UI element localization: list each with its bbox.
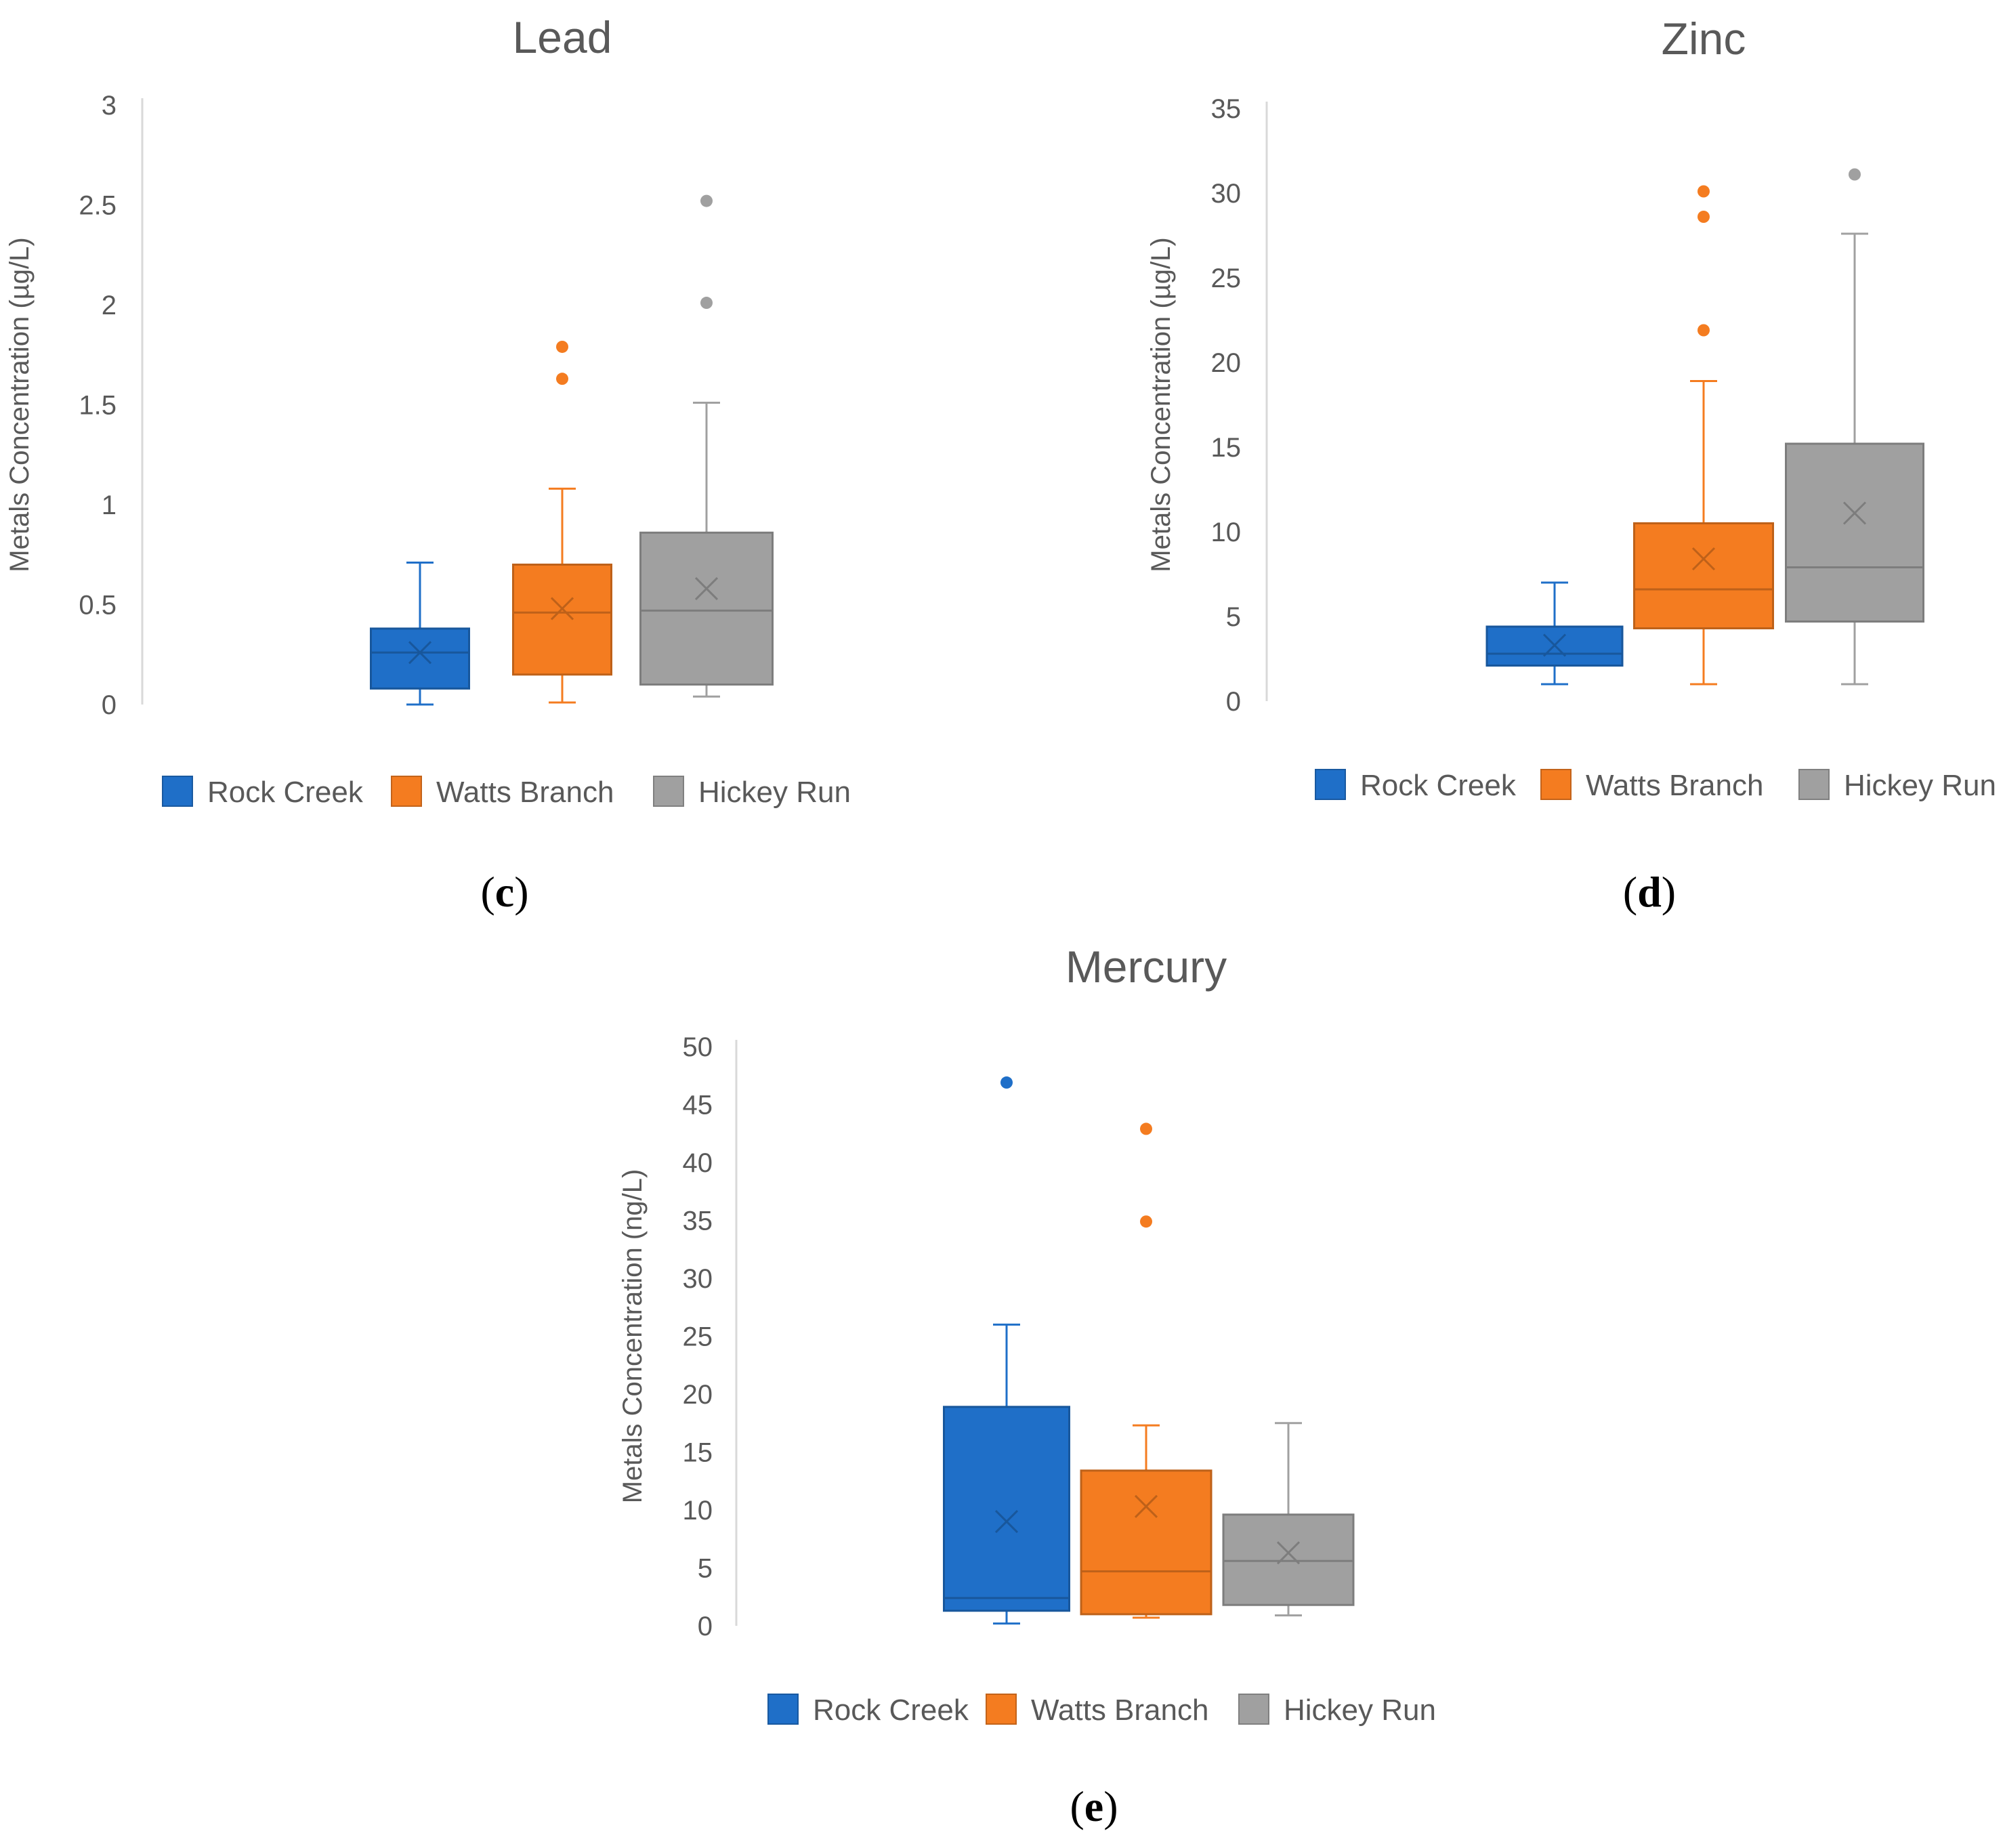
lead-box-rock-creek: [370, 562, 470, 706]
iqr-box: [1080, 1469, 1213, 1616]
zinc-box-watts-branch: [1633, 185, 1774, 686]
mercury-legend-swatch: [986, 1694, 1017, 1725]
mean-marker: [408, 641, 432, 665]
mercury-box-hickey-run: [1222, 1422, 1355, 1617]
mercury-legend-label: Hickey Run: [1284, 1694, 1436, 1727]
zinc-ytick-label: 30: [1211, 179, 1242, 209]
mercury-ytick-label: 20: [683, 1380, 713, 1410]
mercury-legend-label: Rock Creek: [813, 1694, 969, 1727]
panel-label-d-letter: d: [1637, 868, 1662, 916]
iqr-box: [1785, 442, 1924, 623]
lead-ylabel: Metals Concentration (µg/L): [5, 237, 35, 572]
zinc-legend-label: Rock Creek: [1360, 769, 1517, 802]
iqr-box: [639, 531, 774, 686]
zinc-ytick-label: 10: [1211, 518, 1242, 547]
mean-marker: [1134, 1494, 1158, 1518]
zinc-ytick-label: 20: [1211, 348, 1242, 378]
mercury-ytick-label: 45: [683, 1091, 713, 1120]
outlier-point: [700, 297, 713, 310]
lead-box-watts-branch: [512, 340, 612, 704]
panel-label-e: (e): [1070, 1782, 1118, 1830]
iqr-box: [512, 564, 612, 676]
outlier-point: [1849, 168, 1861, 181]
mercury-title: Mercury: [1066, 942, 1227, 992]
mean-marker: [1691, 547, 1716, 571]
lead-ytick-label: 1.5: [79, 391, 117, 421]
zinc-legend-swatch: [1540, 769, 1572, 800]
zinc-ytick-label: 5: [1226, 602, 1241, 632]
panel-label-e-letter: e: [1084, 1782, 1104, 1830]
mercury-ytick-label: 50: [683, 1032, 713, 1062]
mercury-ylabel: Metals Concentration (ng/L): [618, 1169, 648, 1504]
zinc-ytick-label: 0: [1226, 687, 1241, 717]
outlier-point: [1698, 211, 1710, 223]
lead-ytick-label: 2: [102, 291, 117, 320]
zinc-legend-label: Hickey Run: [1844, 769, 1996, 802]
iqr-box: [1222, 1513, 1355, 1606]
lead-ytick-label: 2.5: [79, 191, 117, 221]
outlier-point: [556, 340, 568, 353]
panel-label-c: (c): [480, 868, 529, 916]
zinc-legend-label: Watts Branch: [1586, 769, 1763, 802]
chart-mercury: Mercury 0 5 10 15 20 25 30 35 40 45 50 Metals Concen…: [618, 942, 1436, 1727]
iqr-box: [943, 1406, 1070, 1612]
zinc-box-hickey-run: [1785, 168, 1924, 686]
zinc-legend-swatch: [1315, 769, 1346, 800]
lead-legend-label: Hickey Run: [698, 776, 851, 809]
zinc-ylabel: Metals Concentration (µg/L): [1146, 237, 1176, 572]
mean-marker: [1276, 1541, 1301, 1565]
outlier-point: [1140, 1122, 1152, 1135]
lead-ytick-label: 0: [102, 690, 117, 720]
lead-legend-swatch: [653, 776, 684, 807]
mercury-ytick-label: 35: [683, 1206, 713, 1236]
mercury-legend-label: Watts Branch: [1031, 1694, 1208, 1727]
mercury-ytick-label: 40: [683, 1148, 713, 1178]
lead-legend-label: Rock Creek: [207, 776, 364, 809]
zinc-ytick-label: 25: [1211, 264, 1242, 293]
outlier-point: [1000, 1076, 1013, 1089]
mercury-ytick-label: 5: [698, 1554, 713, 1584]
mean-marker: [994, 1510, 1019, 1534]
lead-legend-swatch: [162, 776, 193, 807]
mercury-ytick-label: 30: [683, 1264, 713, 1294]
outlier-point: [700, 194, 713, 207]
mercury-box-watts-branch: [1080, 1122, 1213, 1619]
mercury-ytick-label: 0: [698, 1612, 713, 1641]
zinc-ytick-label: 15: [1211, 433, 1242, 463]
lead-legend-label: Watts Branch: [436, 776, 614, 809]
chart-lead: Lead 0 0.5 1 1.5 2 2.5 3 Metals Concentration (µ…: [5, 12, 851, 809]
panel-label-d: (d): [1622, 868, 1677, 916]
iqr-box: [370, 627, 470, 690]
lead-ytick-label: 1: [102, 490, 117, 520]
mercury-ytick-label: 25: [683, 1322, 713, 1352]
mercury-legend-swatch: [767, 1694, 799, 1725]
lead-legend-swatch: [391, 776, 422, 807]
zinc-ytick-label: 35: [1211, 94, 1242, 124]
lead-box-hickey-run: [639, 194, 774, 698]
outlier-point: [1698, 185, 1710, 198]
mercury-legend-swatch: [1238, 1694, 1269, 1725]
mean-marker: [1542, 633, 1567, 657]
mercury-ytick-label: 10: [683, 1496, 713, 1526]
outlier-point: [1140, 1215, 1152, 1228]
lead-ytick-label: 0.5: [79, 591, 117, 621]
zinc-box-rock-creek: [1485, 581, 1624, 686]
mean-marker: [550, 597, 574, 621]
lead-ytick-label: 3: [102, 91, 117, 121]
zinc-title: Zinc: [1662, 14, 1746, 64]
outlier-point: [1698, 324, 1710, 337]
mercury-box-rock-creek: [943, 1076, 1070, 1625]
mean-marker: [1842, 501, 1867, 525]
iqr-box: [1633, 522, 1774, 629]
outlier-point: [556, 373, 568, 385]
panel-label-c-letter: c: [494, 868, 515, 916]
lead-title: Lead: [513, 12, 612, 62]
chart-zinc: Zinc 0 5 10 15 20 25 30 35 Metals Concentration (…: [1146, 14, 1996, 802]
zinc-legend-swatch: [1798, 769, 1830, 800]
mean-marker: [694, 576, 719, 600]
mercury-ytick-label: 15: [683, 1438, 713, 1468]
